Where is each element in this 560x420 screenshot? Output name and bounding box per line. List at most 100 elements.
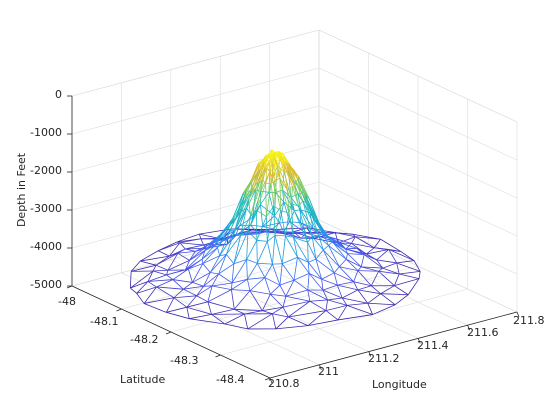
xtick-label: 211.6 (467, 326, 499, 339)
mesh-edge (347, 253, 362, 268)
mesh-edge (233, 233, 241, 236)
mesh-edge (388, 249, 401, 252)
mesh-edge (307, 319, 339, 327)
mesh-edge (272, 313, 289, 318)
mesh-edge (285, 279, 295, 297)
x-tick-mark (319, 364, 322, 370)
mesh-edge (201, 244, 216, 260)
depth-mesh (129, 149, 421, 330)
mesh-edge (356, 247, 377, 261)
mesh-edge (201, 237, 227, 240)
mesh-edge (247, 279, 251, 291)
mesh-edge (209, 255, 221, 273)
mesh-edge (185, 248, 196, 252)
mesh-edge (183, 285, 204, 290)
mesh-edge (274, 235, 283, 264)
mesh-edge (275, 325, 309, 330)
mesh-edge (380, 285, 395, 295)
mesh-edge (229, 196, 248, 231)
mesh-edge (285, 162, 295, 188)
mesh-edge (376, 249, 389, 261)
mesh-edge (345, 248, 365, 255)
mesh-edge (272, 235, 276, 265)
mesh-edge (293, 237, 298, 258)
mesh-edge (363, 254, 383, 269)
mesh-edge (264, 153, 270, 168)
mesh-edge (279, 169, 288, 191)
mesh-edge (270, 284, 281, 295)
mesh-edge (261, 179, 266, 184)
mesh-edge (337, 305, 348, 321)
mesh-edge (274, 192, 276, 216)
mesh-edge (192, 272, 211, 283)
mesh-edge (298, 200, 304, 207)
x-tick-mark (417, 338, 421, 344)
mesh-edge (294, 186, 304, 202)
mesh-edge (266, 206, 275, 242)
mesh-edge (357, 289, 369, 304)
mesh-edge (311, 236, 324, 251)
mesh-edge (338, 236, 356, 244)
mesh-edge (275, 192, 285, 203)
mesh-edge (219, 230, 231, 256)
mesh-edge (258, 161, 265, 185)
mesh-edge (337, 281, 354, 286)
mesh-edge (179, 242, 204, 246)
mesh-edge (258, 228, 273, 235)
mesh-edge (374, 247, 389, 250)
mesh-edge (227, 230, 235, 240)
mesh-edge (243, 180, 253, 193)
mesh-edge (260, 192, 270, 205)
mesh-edge (279, 201, 285, 224)
mesh-edge (308, 273, 322, 280)
x-tick-mark (269, 377, 273, 384)
mesh-edge (158, 242, 181, 252)
mesh-edge (269, 151, 275, 154)
mesh-edge (388, 249, 415, 261)
mesh-edge (256, 183, 267, 211)
mesh-edge (188, 258, 203, 270)
mesh-edge (282, 306, 289, 318)
mesh-edge (378, 270, 400, 275)
mesh-edge (293, 279, 309, 291)
grid-line (318, 181, 518, 275)
mesh-edge (179, 242, 186, 250)
mesh-edge (243, 192, 245, 198)
mesh-edge (196, 295, 209, 303)
mesh-edge (248, 199, 252, 216)
ztick-label: 0 (55, 88, 62, 101)
mesh-edge (380, 293, 396, 306)
mesh-edge (288, 300, 311, 318)
mesh-edge (282, 171, 285, 191)
mesh-edge (225, 254, 235, 265)
mesh-edge (353, 281, 359, 291)
mesh-edge (332, 241, 347, 260)
mesh-edge (136, 286, 157, 294)
xtick-label: 211.2 (368, 352, 400, 365)
mesh-edge (265, 183, 272, 217)
mesh-edge (328, 241, 333, 246)
ztick-label: -5000 (30, 278, 62, 291)
mesh-edge (334, 272, 354, 283)
mesh-edge (246, 196, 249, 200)
box-edge (318, 29, 518, 123)
mesh-edge (321, 230, 333, 242)
mesh-edge (217, 230, 231, 248)
mesh-edge (367, 303, 374, 315)
mesh-edge (293, 257, 298, 281)
mesh-edge (345, 253, 348, 260)
mesh-edge (345, 258, 359, 271)
mesh-edge (285, 213, 290, 236)
mesh-edge (283, 231, 302, 239)
mesh-edge (353, 270, 359, 282)
mesh-edge (233, 199, 249, 235)
mesh-edge (285, 162, 297, 182)
y-tick-mark (116, 308, 122, 312)
mesh-edge (325, 305, 348, 311)
mesh-edge (270, 293, 286, 297)
mesh-edge (282, 189, 292, 198)
mesh-edge (267, 151, 275, 158)
mesh-edge (297, 193, 302, 210)
mesh-edge (396, 260, 415, 264)
mesh-edge (200, 238, 204, 246)
